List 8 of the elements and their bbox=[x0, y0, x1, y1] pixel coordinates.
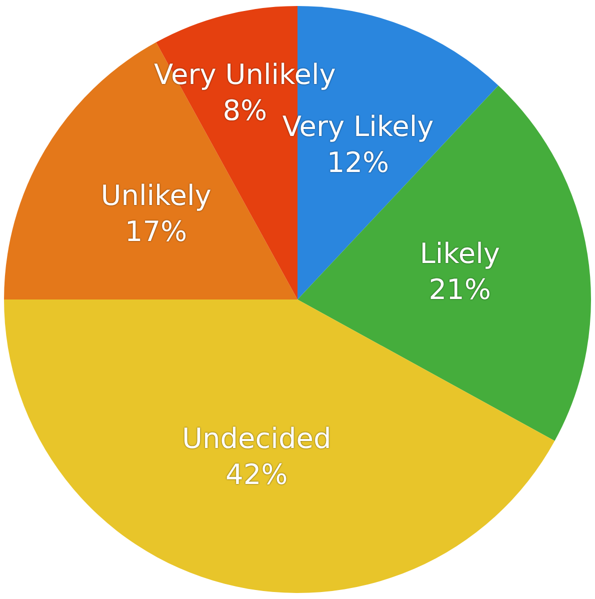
data-label: 42% bbox=[226, 458, 288, 491]
slice-label: Unlikely bbox=[100, 179, 212, 212]
data-label: 12% bbox=[326, 146, 390, 179]
slice-label: Undecided bbox=[182, 422, 332, 455]
data-label: 8% bbox=[222, 94, 268, 128]
data-label: 21% bbox=[428, 273, 491, 306]
data-label: 17% bbox=[124, 215, 188, 248]
slice-label: Likely bbox=[420, 237, 500, 270]
